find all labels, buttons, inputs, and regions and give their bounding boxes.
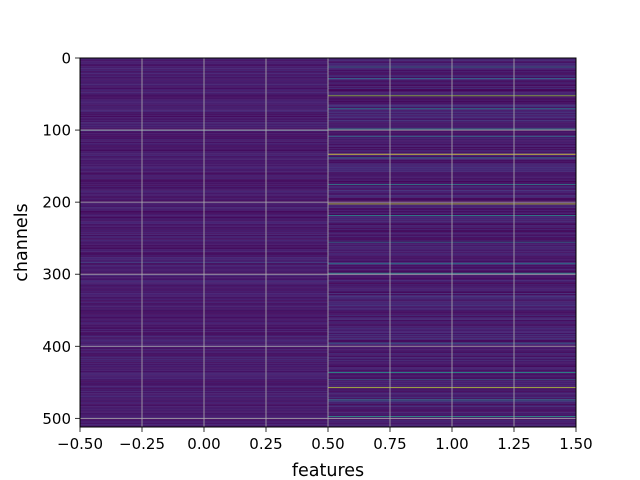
x-tick-label: 1.25	[497, 435, 530, 453]
x-tick-label: 0.75	[373, 435, 406, 453]
x-tick-label: −0.25	[119, 435, 165, 453]
x-tick-label: 0.50	[311, 435, 344, 453]
x-tick-label: 1.50	[559, 435, 592, 453]
y-tick-label: 500	[42, 410, 71, 428]
x-tick-label: 1.00	[435, 435, 468, 453]
y-axis-ticks: 0 100 200 300 400 500	[42, 50, 80, 428]
y-axis-label: channels	[12, 203, 32, 281]
x-axis-label: features	[292, 461, 364, 480]
y-tick-label: 0	[61, 50, 71, 68]
x-tick-label: −0.50	[57, 435, 103, 453]
x-axis-ticks: −0.50 −0.25 0.00 0.25 0.50 0.75 1.00 1.25 1.50	[57, 427, 593, 453]
y-tick-label: 400	[42, 338, 71, 356]
x-tick-label: 0.25	[249, 435, 282, 453]
y-tick-label: 200	[42, 194, 71, 212]
y-tick-label: 300	[42, 266, 71, 284]
x-tick-label: 0.00	[187, 435, 220, 453]
y-tick-label: 100	[42, 122, 71, 140]
